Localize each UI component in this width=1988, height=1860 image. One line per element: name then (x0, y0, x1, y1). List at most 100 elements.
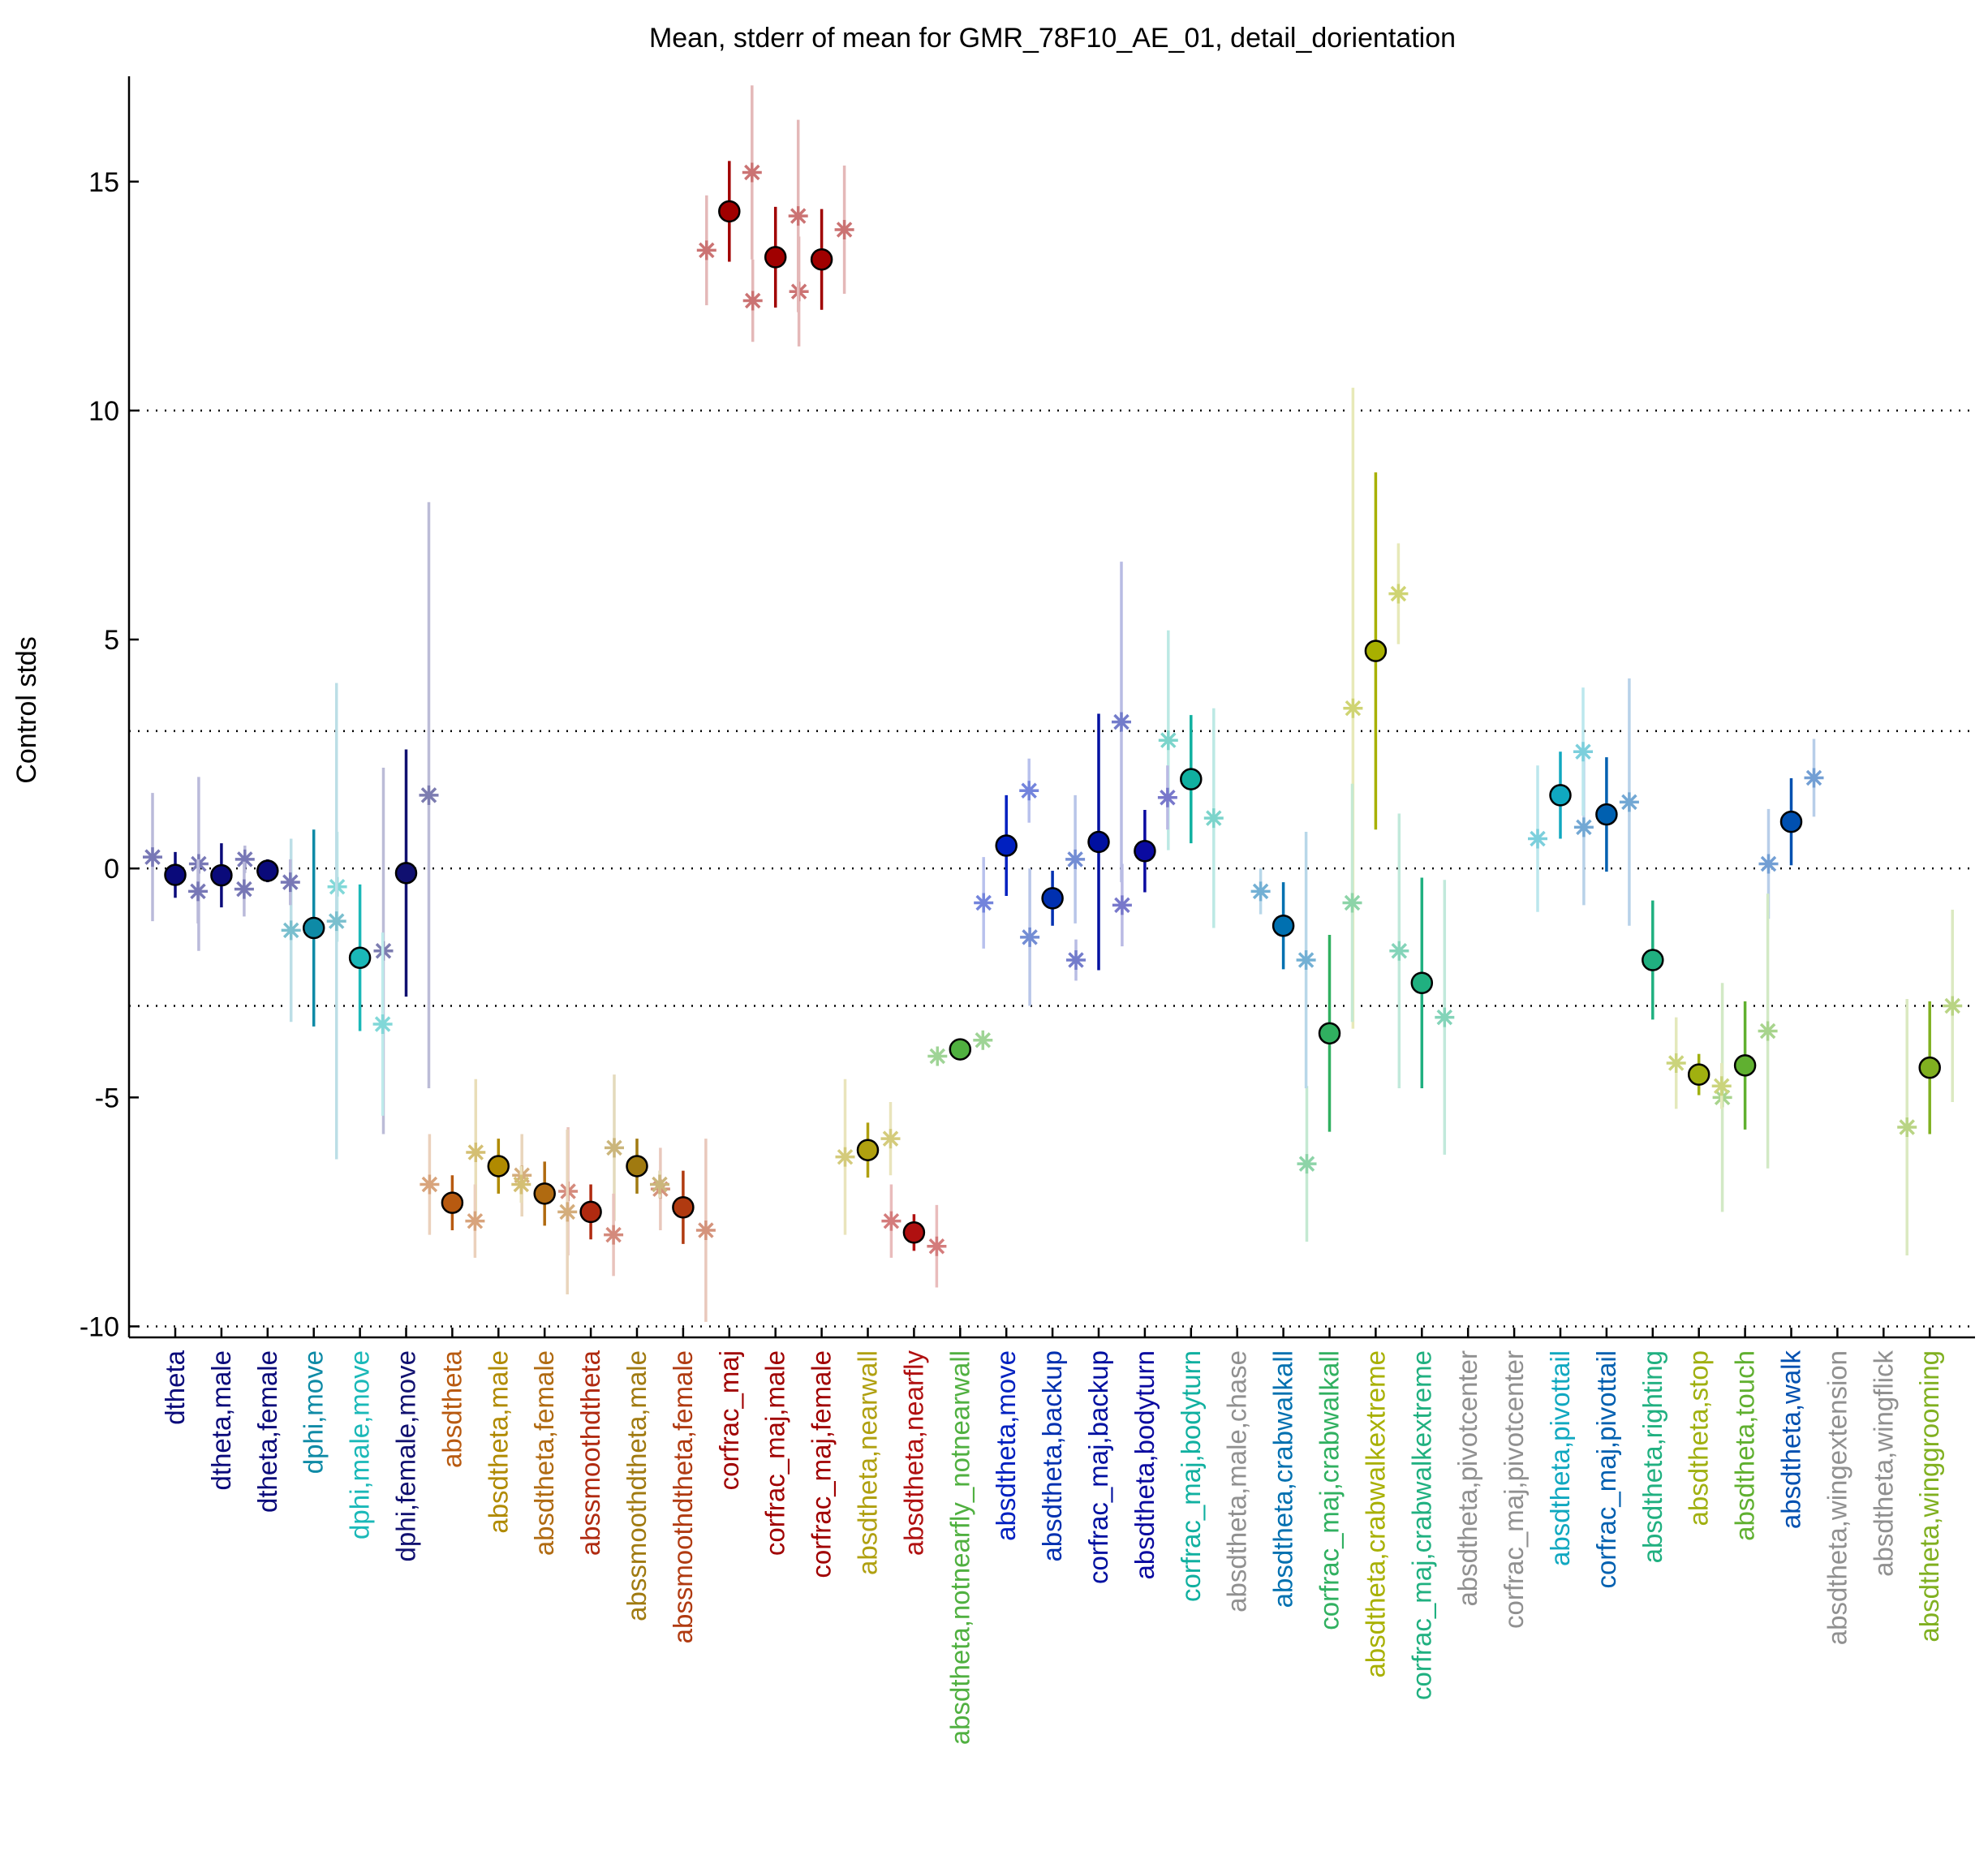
x-tick-label: dphi,male,move (345, 1350, 375, 1539)
mean-marker (348, 946, 372, 969)
y-tick-label: 5 (104, 625, 119, 656)
asterisk-marker (1343, 698, 1363, 718)
asterisk-marker (1157, 787, 1177, 807)
x-tick-label: abssmoothdtheta,male (622, 1350, 652, 1621)
asterisk-marker (1666, 1053, 1686, 1073)
mean-marker (672, 1195, 695, 1219)
asterisk-marker (1020, 927, 1040, 947)
x-tick-label: corfrac_maj,bodyturn (1176, 1350, 1206, 1602)
asterisk-marker (1065, 849, 1086, 869)
asterisk-marker (1388, 583, 1409, 604)
mean-marker (1733, 1054, 1757, 1077)
asterisk-marker (605, 1138, 624, 1158)
mean-marker (1687, 1063, 1710, 1086)
mean-marker (949, 1038, 972, 1061)
asterisk-marker (280, 872, 300, 893)
asterisk-marker (834, 220, 854, 240)
asterisk-marker (1711, 1076, 1732, 1096)
asterisk-marker (927, 1046, 948, 1066)
asterisk-marker (557, 1202, 578, 1222)
asterisk-marker (973, 1030, 993, 1050)
mean-marker (487, 1155, 510, 1178)
chart-title: Mean, stderr of mean for GMR_78F10_AE_01… (649, 23, 1456, 54)
mean-marker (810, 248, 833, 271)
y-tick-label: 10 (88, 396, 119, 427)
mean-marker (1410, 971, 1434, 995)
asterisk-marker (1112, 712, 1131, 732)
asterisk-marker (143, 847, 162, 868)
asterisk-marker (1528, 829, 1547, 849)
asterisk-marker (1435, 1007, 1455, 1027)
asterisk-marker (419, 785, 439, 805)
asterisk-marker (695, 1220, 716, 1240)
mean-marker (1595, 803, 1618, 826)
mean-marker (256, 859, 279, 882)
asterisk-marker (1573, 817, 1594, 837)
x-tick-label: dtheta,male (206, 1350, 236, 1490)
asterisk-marker (234, 879, 254, 899)
asterisk-marker (788, 206, 808, 226)
x-tick-label: absdtheta,backup (1037, 1350, 1067, 1562)
asterisk-marker (1342, 893, 1362, 913)
asterisk-marker (604, 1225, 624, 1245)
asterisk-marker (1758, 1021, 1778, 1041)
asterisk-marker (1250, 881, 1271, 902)
x-tick-label: absdtheta,male,chase (1222, 1350, 1252, 1612)
asterisk-marker (742, 162, 762, 183)
x-tick-label: absdtheta,winggrooming (1914, 1350, 1944, 1643)
asterisk-marker (1897, 1117, 1917, 1137)
x-tick-label: absdtheta,pivottail (1545, 1350, 1575, 1566)
x-tick-label: corfrac_maj (714, 1350, 744, 1490)
mean-marker (164, 863, 187, 886)
x-tick-label: corfrac_maj,pivotcenter (1499, 1350, 1529, 1629)
asterisk-marker (1573, 742, 1593, 762)
asterisk-marker (372, 1014, 393, 1035)
x-tick-label: absdtheta,nearwall (853, 1350, 883, 1575)
asterisk-marker (1297, 1154, 1317, 1174)
asterisk-marker (188, 881, 208, 902)
asterisk-marker (974, 893, 994, 913)
asterisk-marker (742, 291, 763, 311)
asterisk-marker (326, 911, 346, 932)
asterisk-marker (1758, 854, 1779, 874)
x-tick-label: absdtheta,crabwalkall (1268, 1350, 1298, 1608)
x-tick-label: absdtheta,walk (1776, 1350, 1806, 1530)
mean-marker (1779, 810, 1803, 833)
mean-marker (856, 1139, 880, 1161)
x-tick-label: absdtheta,wingextension (1822, 1350, 1852, 1645)
asterisk-marker (1158, 730, 1178, 751)
x-tick-label: absdtheta,move (991, 1350, 1021, 1541)
mean-marker (1087, 830, 1110, 854)
y-tick-label: 15 (88, 167, 119, 198)
mean-marker (302, 916, 325, 940)
y-tick-label: -10 (80, 1311, 119, 1342)
asterisk-marker (1619, 792, 1639, 812)
mean-marker (764, 246, 787, 269)
mean-marker (1364, 639, 1388, 662)
asterisk-marker (1112, 895, 1132, 915)
asterisk-marker (235, 849, 255, 869)
mean-marker (995, 834, 1018, 857)
mean-marker (210, 863, 233, 887)
asterisk-marker (880, 1129, 901, 1149)
asterisk-marker (696, 240, 716, 260)
x-tick-label: corfrac_maj,crabwalkextreme (1406, 1350, 1436, 1700)
mean-marker (718, 200, 741, 223)
asterisk-marker (881, 1211, 901, 1231)
x-tick-label: dtheta,female (252, 1350, 282, 1513)
mean-marker (1318, 1022, 1341, 1045)
asterisk-marker (1296, 950, 1316, 971)
mean-marker (1549, 784, 1572, 807)
x-tick-label: corfrac_maj,crabwalkall (1315, 1350, 1345, 1630)
mean-marker (1272, 914, 1295, 937)
asterisk-marker (511, 1174, 531, 1195)
asterisk-marker (1943, 996, 1963, 1016)
y-tick-label: 0 (104, 854, 119, 885)
x-tick-label: dtheta (160, 1350, 190, 1424)
x-tick-label: absdtheta,crabwalkextreme (1360, 1350, 1390, 1678)
asterisk-marker (650, 1174, 669, 1195)
asterisk-marker (1019, 781, 1039, 801)
y-axis-label: Control stds (11, 636, 42, 783)
x-tick-label: corfrac_maj,female (807, 1350, 837, 1578)
x-tick-label: absdtheta,pivotcenter (1452, 1350, 1482, 1607)
